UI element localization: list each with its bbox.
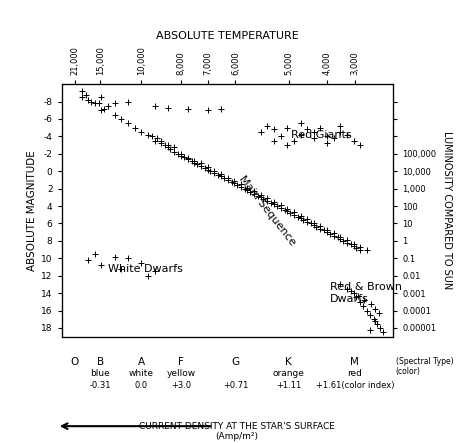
Text: orange: orange (273, 369, 304, 378)
Text: +1.11: +1.11 (276, 381, 301, 390)
Text: +3.0: +3.0 (171, 381, 191, 390)
Text: +0.71: +0.71 (223, 381, 248, 390)
Text: G: G (231, 357, 239, 367)
Text: M: M (350, 357, 359, 367)
Y-axis label: ABSOLUTE MAGNITUDE: ABSOLUTE MAGNITUDE (27, 150, 37, 271)
Text: white: white (129, 369, 154, 378)
Text: Main Sequence: Main Sequence (237, 174, 297, 247)
Text: (Spectral Type)
(color): (Spectral Type) (color) (396, 357, 454, 376)
Text: O: O (71, 357, 79, 367)
Text: White Dwarfs: White Dwarfs (108, 264, 183, 274)
Y-axis label: LUMINOSITY COMPARED TO SUN: LUMINOSITY COMPARED TO SUN (442, 131, 452, 290)
Text: blue: blue (90, 369, 110, 378)
X-axis label: ABSOLUTE TEMPERATURE: ABSOLUTE TEMPERATURE (156, 31, 299, 41)
Text: +1.61(color index): +1.61(color index) (316, 381, 394, 390)
Text: Red Giants: Red Giants (291, 130, 352, 140)
Text: 0.0: 0.0 (135, 381, 148, 390)
Text: B: B (97, 357, 104, 367)
Text: A: A (137, 357, 145, 367)
Text: Red & Brown
Dwarfs: Red & Brown Dwarfs (330, 282, 401, 304)
Text: yellow: yellow (166, 369, 196, 378)
Text: red: red (347, 369, 362, 378)
Text: -0.31: -0.31 (90, 381, 111, 390)
Text: CURRENT DENSITY AT THE STAR'S SURFACE
(Amp/m²): CURRENT DENSITY AT THE STAR'S SURFACE (A… (139, 422, 335, 441)
Text: K: K (285, 357, 292, 367)
Text: F: F (178, 357, 184, 367)
